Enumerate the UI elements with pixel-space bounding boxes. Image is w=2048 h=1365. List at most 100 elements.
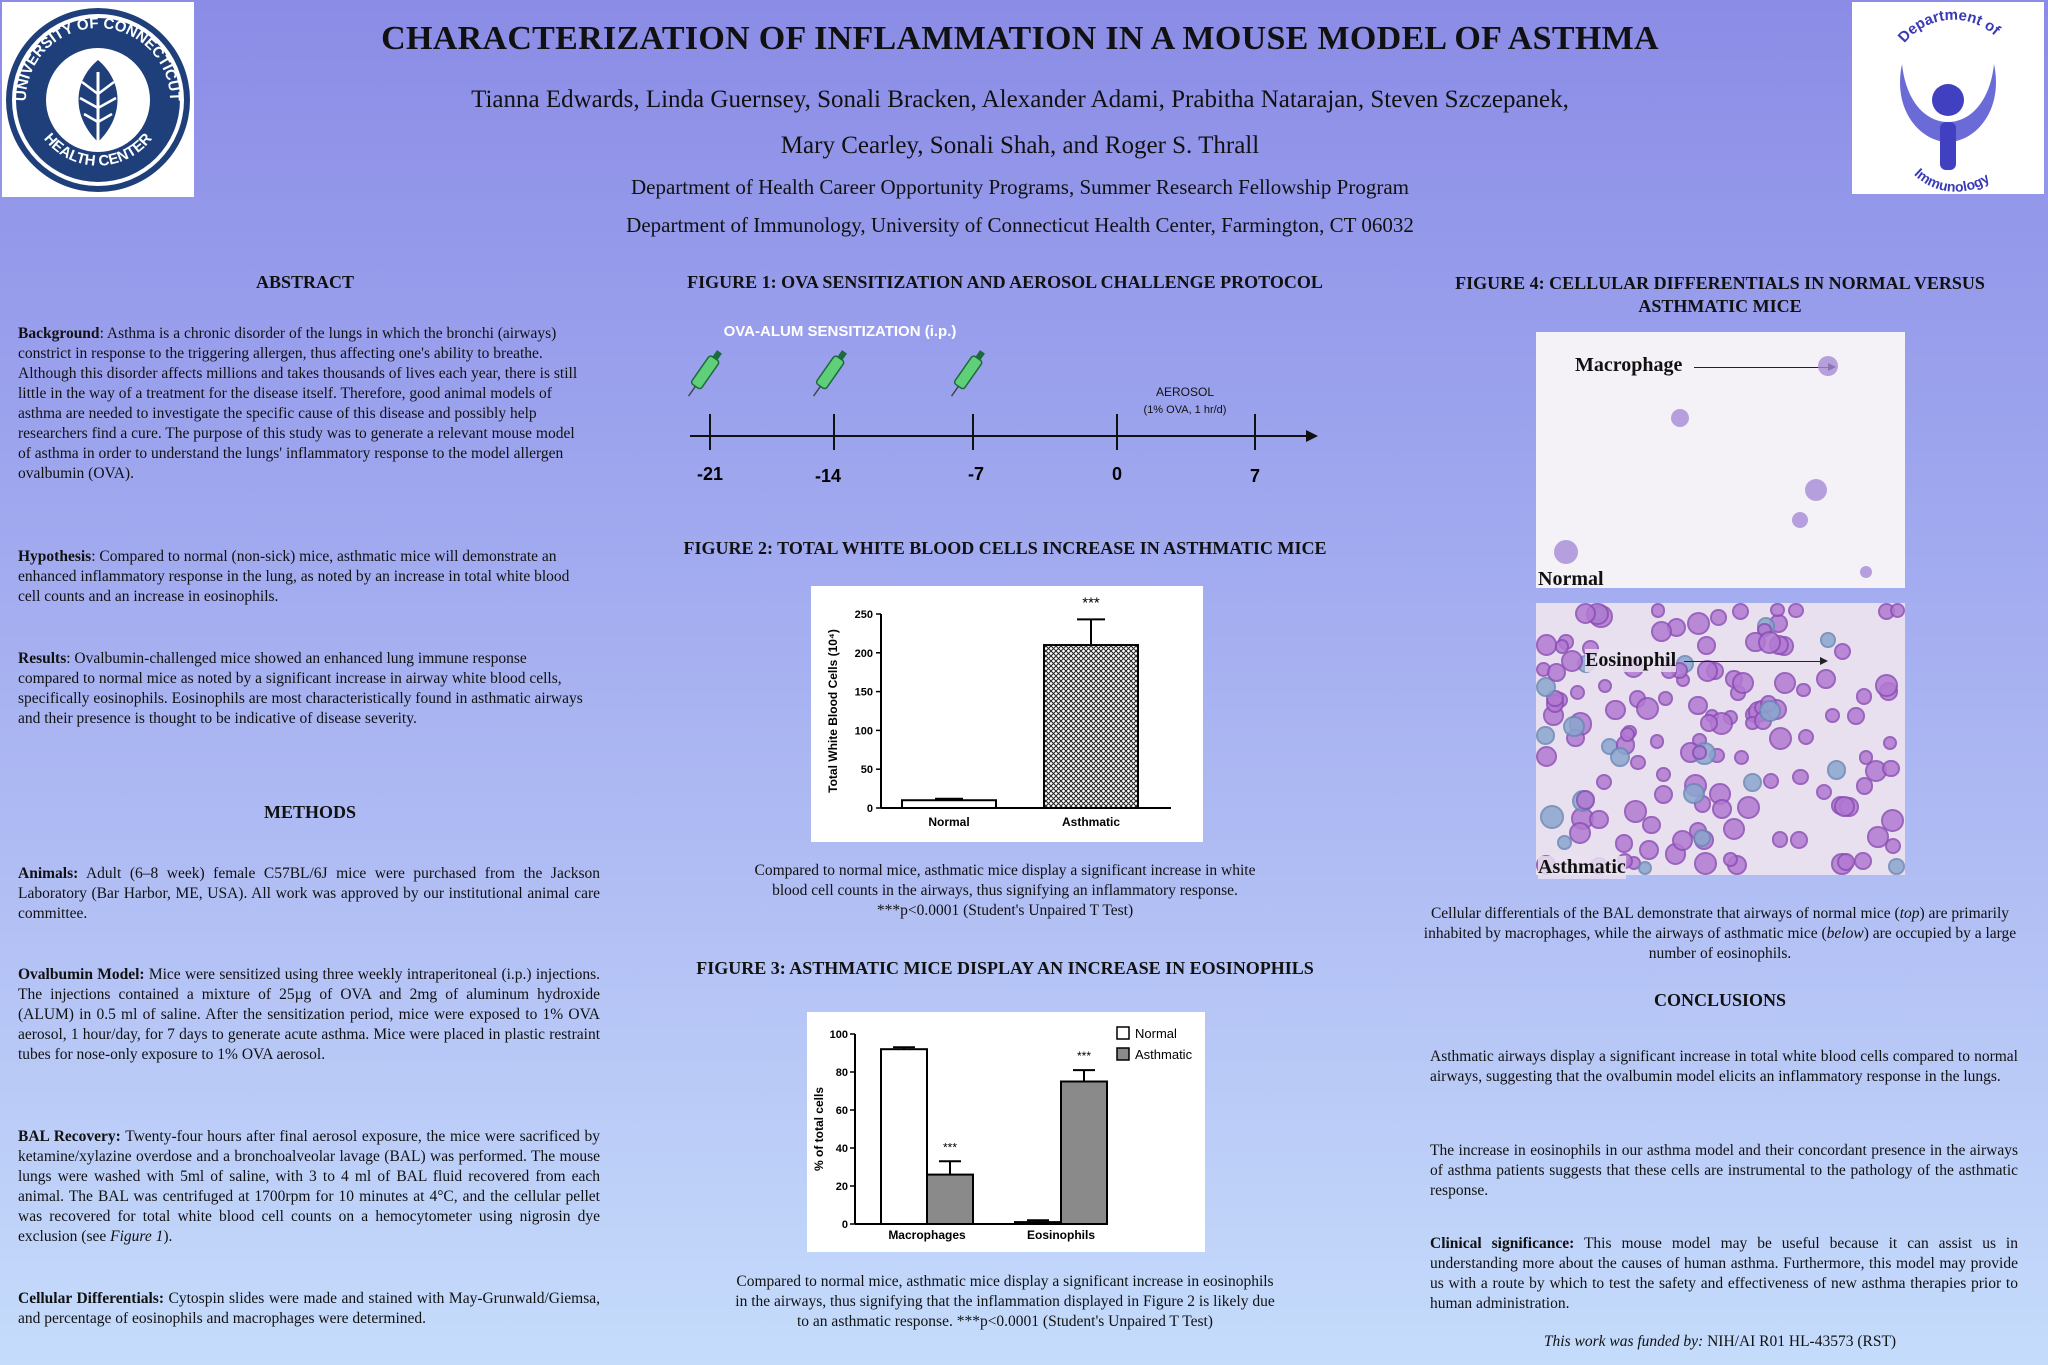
macrophage-cell [1860, 566, 1872, 578]
eosinophil-cell [1560, 649, 1583, 672]
aerosol-detail: (1% OVA, 1 hr/d) [1144, 404, 1227, 416]
eosinophil-cell [1575, 789, 1596, 810]
syringe-icon [950, 350, 985, 397]
eosinophil-cell [1796, 682, 1811, 698]
eosinophil-cell [1885, 837, 1902, 855]
ova-text: Mice were sensitized using three weekly … [18, 966, 600, 1063]
bal-label: BAL Recovery: [18, 1128, 121, 1145]
funding-text: NIH/AI R01 HL-43573 (RST) [1703, 1333, 1897, 1350]
results-label: Results [18, 650, 67, 667]
eosinophil-cell [1630, 754, 1646, 770]
eosinophil-cell [1867, 826, 1889, 848]
eosinophil-cell [1536, 745, 1558, 767]
significance-label: *** [1077, 1049, 1091, 1063]
x-tick-label: Asthmatic [1062, 815, 1120, 829]
eosinophil-cell [1624, 800, 1648, 823]
y-tick-label: 0 [867, 803, 873, 815]
asthmatic-micrograph: Eosinophil [1536, 603, 1905, 875]
eosinophil-cell [1833, 642, 1852, 661]
eosinophil-cell [1819, 632, 1836, 648]
eosinophil-cell [1536, 677, 1557, 698]
asthmatic-label: Asthmatic [1538, 856, 1626, 879]
clinical-label: Clinical significance: [1430, 1235, 1575, 1252]
y-tick-label: 20 [836, 1181, 848, 1193]
figure3-chart-box: 0 20 40 60 80 100 % of total cells *** Macrophag… [807, 1012, 1205, 1252]
eosinophil-cell [1574, 603, 1597, 625]
bar-eosinophils-normal [1014, 1221, 1062, 1226]
clinical-text: This mouse model may be useful because i… [1430, 1235, 2018, 1312]
department-line-2: Department of Immunology, University of … [626, 213, 1414, 237]
figure1-heading: FIGURE 1: OVA SENSITIZATION AND AEROSOL … [687, 272, 1323, 292]
x-tick-label: Normal [928, 815, 969, 829]
eosinophil-cell [1736, 795, 1760, 820]
eosinophil-arrow [1684, 661, 1824, 662]
eosinophil-cell [1570, 684, 1586, 700]
eosinophil-cell [1815, 668, 1837, 690]
eosinophil-cell [1651, 621, 1672, 642]
diff-label: Cellular Differentials: [18, 1290, 164, 1307]
diff-text: Cytospin slides were made and stained wi… [18, 1290, 600, 1327]
eosinophil-cell [1655, 767, 1671, 782]
poster-title: CHARACTERIZATION OF INFLAMMATION IN A MO… [381, 20, 1659, 57]
figure4-heading-line-2: ASTHMATIC MICE [1638, 296, 1802, 316]
eosinophil-cell [1792, 768, 1809, 786]
eosinophil-cell [1620, 727, 1635, 742]
figure4-heading-line-1: FIGURE 4: CELLULAR DIFFERENTIALS IN NORM… [1455, 273, 1985, 293]
eosinophil-cell [1693, 852, 1717, 875]
macrophage-cell [1554, 540, 1578, 564]
y-tick-label: 60 [836, 1105, 848, 1117]
eosinophil-cell [1882, 760, 1900, 778]
macrophage-cell [1818, 356, 1838, 376]
y-tick-label: 80 [836, 1067, 848, 1079]
x-tick-label: Macrophages [888, 1228, 966, 1242]
eosinophil-cell [1815, 783, 1832, 800]
eosinophil-cell [1653, 784, 1674, 805]
x-tick-label: Eosinophils [1027, 1228, 1095, 1242]
figure4-caption-below: below [1826, 925, 1864, 942]
figure3-caption-line-2: in the airways, thus signifying that the… [735, 1293, 1275, 1310]
bar-normal [901, 799, 997, 810]
normal-label: Normal [1538, 568, 1604, 590]
figure4-heading: FIGURE 4: CELLULAR DIFFERENTIALS IN NORM… [1420, 272, 2020, 318]
arrow-head-icon [1820, 657, 1828, 665]
y-tick-label: 0 [842, 1219, 848, 1231]
eosinophil-cell [1688, 695, 1708, 716]
figure2-caption-line-3: ***p<0.0001 (Student's Unpaired T Test) [876, 902, 1134, 919]
abstract-heading: ABSTRACT [255, 272, 355, 292]
eosinophil-cell [1547, 663, 1567, 683]
eosinophil-cell [1837, 853, 1856, 872]
figure3-caption-line-3: to an asthmatic response. ***p<0.0001 (S… [797, 1313, 1213, 1330]
eosinophil-cell [1641, 815, 1661, 835]
eosinophil-cell [1597, 678, 1612, 693]
eosinophil-cell [1889, 603, 1905, 618]
figure3-heading: FIGURE 3: ASTHMATIC MICE DISPLAY AN INCR… [696, 958, 1314, 978]
immunology-logo-top-text: Department of [1895, 7, 2004, 46]
eosinophil-cell [1847, 706, 1865, 725]
authors-line-1: Tianna Edwards, Linda Guernsey, Sonali B… [471, 86, 1569, 113]
eosinophil-cell [1539, 805, 1564, 830]
eosinophil-cell [1563, 715, 1585, 738]
eosinophil-cell [1609, 746, 1630, 767]
eosinophil-cell [1692, 745, 1707, 760]
macrophage-cell [1805, 479, 1827, 501]
figure4-caption-part-1: Cellular differentials of the BAL demons… [1430, 905, 1900, 922]
eosinophil-cell [1833, 795, 1855, 817]
eosinophil-cell [1658, 690, 1674, 706]
timeline-tick: -14 [815, 466, 841, 486]
y-tick-label: 40 [836, 1143, 848, 1155]
methods-ovalbumin: Ovalbumin Model: Mice were sensitized us… [18, 965, 600, 1065]
background-label: Background [18, 325, 100, 342]
y-tick-label: 200 [855, 648, 873, 660]
significance-label: *** [943, 1140, 957, 1154]
eosinophil-cell [1614, 834, 1634, 853]
macrophage-label: Macrophage [1575, 354, 1683, 376]
bar-macrophages-normal [880, 1048, 928, 1226]
significance-label: *** [1082, 594, 1100, 611]
authors-line-2: Mary Cearley, Sonali Shah, and Roger S. … [780, 132, 1260, 159]
figure4-caption-part-2: ) are primarily inhabited by macrophages… [1423, 905, 2010, 942]
normal-micrograph: Macrophage [1536, 332, 1905, 588]
eosinophil-cell [1768, 727, 1792, 751]
figure3-caption: Compared to normal mice, asthmatic mice … [660, 1272, 1350, 1332]
figure2-heading: FIGURE 2: TOTAL WHITE BLOOD CELLS INCREA… [683, 538, 1327, 558]
y-axis-label: % of total cells [812, 1087, 826, 1171]
